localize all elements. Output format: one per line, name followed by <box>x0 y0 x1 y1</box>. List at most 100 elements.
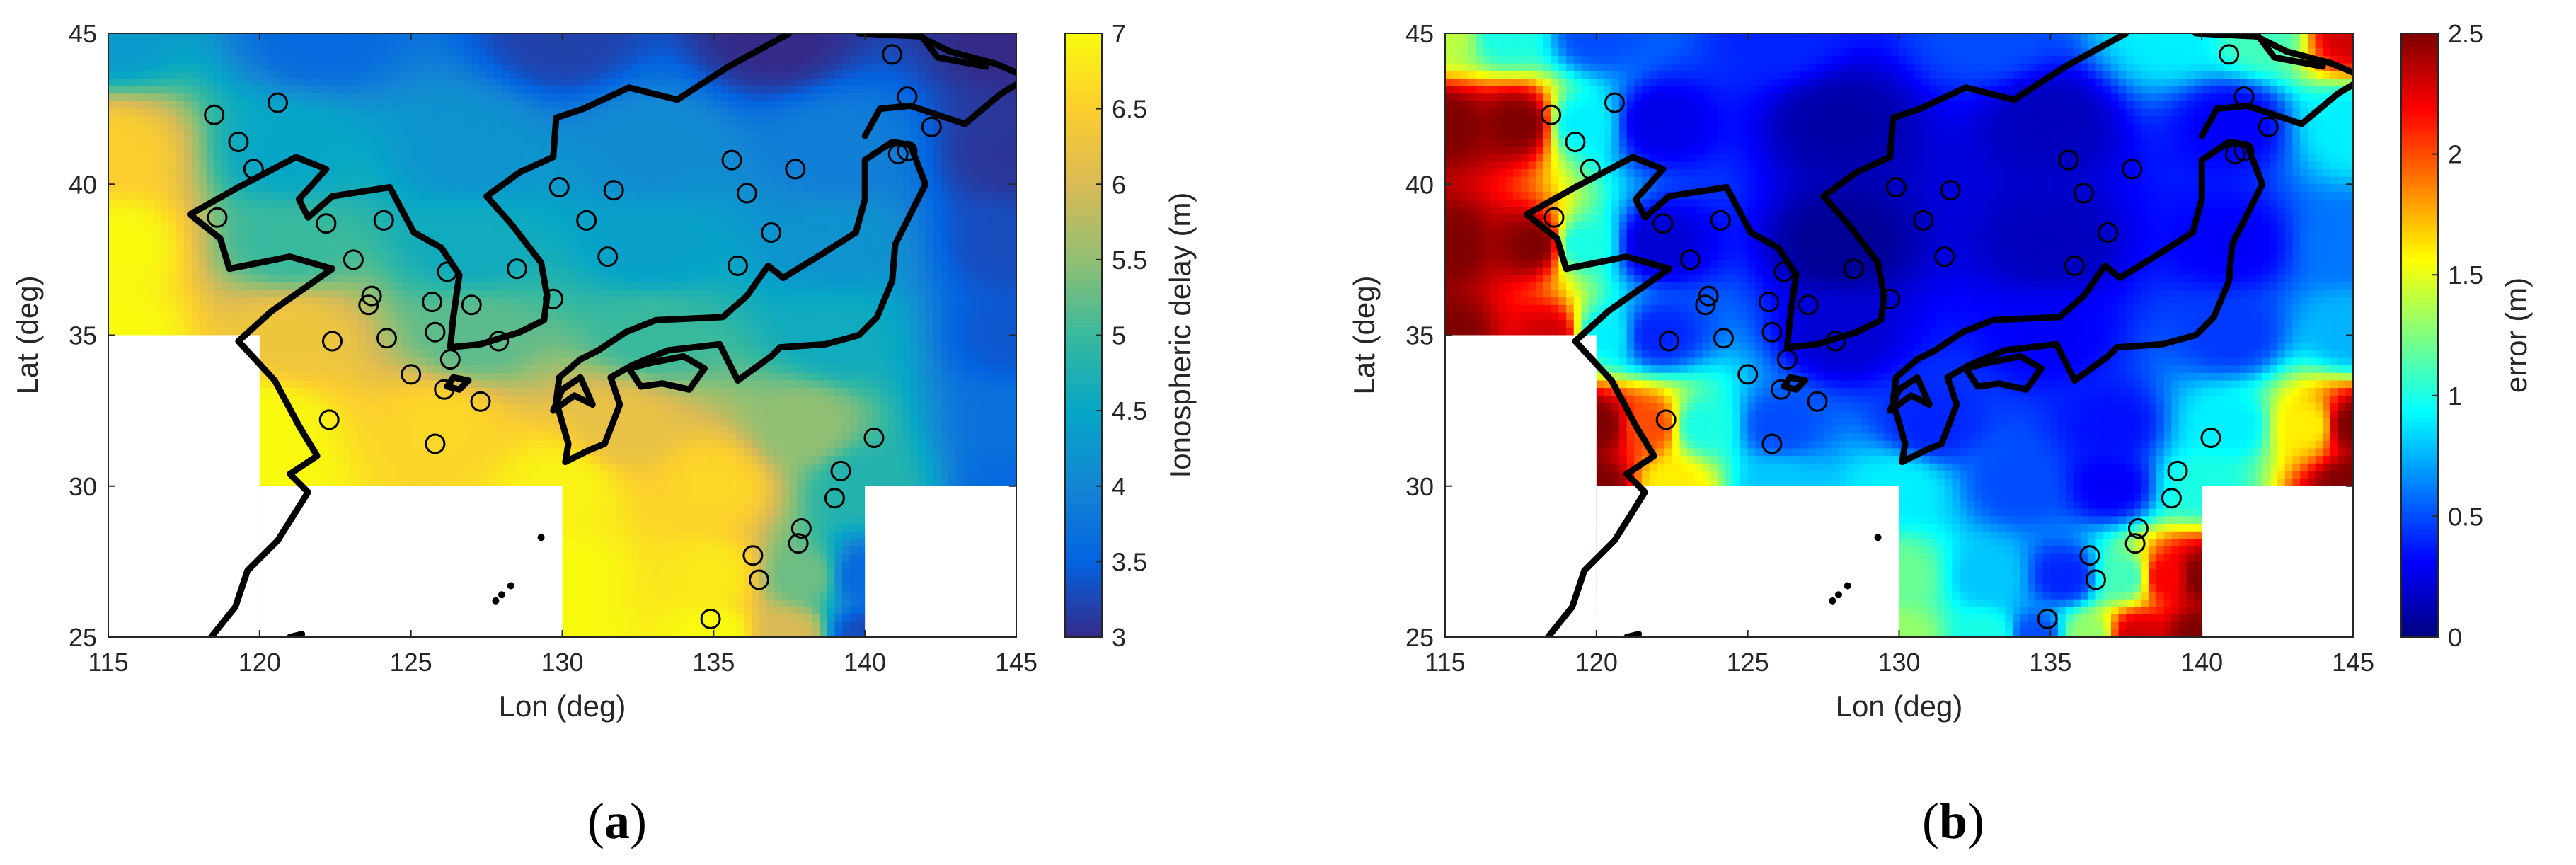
heatmap-cell <box>926 282 934 291</box>
heatmap-cell <box>842 275 851 283</box>
heatmap-cell <box>729 177 737 185</box>
heatmap-cell <box>660 154 669 163</box>
heatmap-cell <box>979 169 987 178</box>
heatmap-cell <box>131 124 139 132</box>
heatmap-cell <box>547 260 556 268</box>
heatmap-cell <box>471 268 480 276</box>
heatmap-cell <box>684 297 692 306</box>
heatmap-cell <box>252 184 260 193</box>
heatmap-cell <box>335 86 344 95</box>
heatmap-cell <box>955 275 964 283</box>
heatmap-cell <box>653 207 662 215</box>
heatmap-cell <box>139 200 147 208</box>
heatmap-cell <box>827 109 836 118</box>
heatmap-cell <box>207 282 215 291</box>
heatmap-cell <box>706 200 715 208</box>
heatmap-cell <box>789 252 798 260</box>
heatmap-cell <box>441 222 449 231</box>
heatmap-cell <box>979 86 987 95</box>
heatmap-cell <box>373 313 381 321</box>
heatmap-cell <box>434 229 442 238</box>
heatmap-cell <box>268 48 276 57</box>
heatmap-cell <box>827 184 836 193</box>
heatmap-cell <box>108 41 117 50</box>
heatmap-cell <box>903 169 912 178</box>
heatmap-cell <box>1001 245 1010 253</box>
heatmap-cell <box>426 260 435 268</box>
heatmap-cell <box>207 177 215 185</box>
heatmap-cell <box>736 169 744 178</box>
heatmap-cell <box>820 222 828 231</box>
heatmap-cell <box>691 109 699 118</box>
heatmap-cell <box>797 214 805 223</box>
heatmap-cell <box>774 177 783 185</box>
heatmap-cell <box>275 64 283 72</box>
heatmap-cell <box>706 139 715 147</box>
heatmap-cell <box>691 282 699 291</box>
heatmap-cell <box>933 282 941 291</box>
heatmap-cell <box>389 56 397 64</box>
heatmap-cell <box>631 275 639 283</box>
heatmap-cell <box>199 93 207 102</box>
heatmap-cell <box>820 161 828 170</box>
heatmap-cell <box>161 33 170 42</box>
heatmap-cell <box>456 147 465 155</box>
heatmap-cell <box>880 161 889 170</box>
heatmap-cell <box>268 177 276 185</box>
heatmap-cell <box>827 48 836 57</box>
heatmap-cell <box>373 320 381 328</box>
heatmap-cell <box>524 305 533 314</box>
heatmap-cell <box>176 48 185 57</box>
heatmap-cell <box>154 290 162 299</box>
heatmap-cell <box>524 33 533 42</box>
heatmap-cell <box>389 86 397 95</box>
heatmap-cell <box>645 79 654 87</box>
heatmap-cell <box>645 184 654 193</box>
heatmap-cell <box>684 109 692 118</box>
heatmap-cell <box>335 132 344 140</box>
heatmap-cell <box>752 328 760 336</box>
heatmap-cell <box>161 48 170 57</box>
heatmap-cell <box>873 71 881 79</box>
heatmap-cell <box>524 192 533 200</box>
heatmap-cell <box>955 237 964 246</box>
heatmap-cell <box>910 282 919 291</box>
heatmap-cell <box>615 79 623 87</box>
heatmap-cell <box>592 71 601 79</box>
heatmap-cell <box>366 86 374 95</box>
heatmap-cell <box>244 109 253 118</box>
heatmap-cell <box>268 147 276 155</box>
heatmap-cell <box>199 161 207 170</box>
heatmap-cell <box>510 343 518 351</box>
heatmap-cell <box>207 33 215 42</box>
heatmap-cell <box>563 320 571 328</box>
heatmap-cell <box>260 297 268 306</box>
heatmap-cell <box>615 222 623 231</box>
heatmap-cell <box>222 275 230 283</box>
heatmap-cell <box>880 229 889 238</box>
heatmap-cell <box>139 79 147 87</box>
heatmap-cell <box>154 313 162 321</box>
heatmap-cell <box>623 275 631 283</box>
heatmap-cell <box>131 71 139 79</box>
heatmap-cell <box>676 116 684 125</box>
heatmap-cell <box>615 169 623 178</box>
heatmap-cell <box>403 48 412 57</box>
heatmap-cell <box>184 132 192 140</box>
heatmap-cell <box>585 192 594 200</box>
heatmap-cell <box>328 147 336 155</box>
heatmap-cell <box>638 64 646 72</box>
heatmap-cell <box>812 207 820 215</box>
heatmap-cell <box>207 184 215 193</box>
heatmap-cell <box>766 161 775 170</box>
heatmap-cell <box>403 282 412 291</box>
heatmap-cell <box>108 86 117 95</box>
heatmap-cell <box>880 275 889 283</box>
heatmap-cell <box>933 177 941 185</box>
heatmap-cell <box>638 245 646 253</box>
heatmap-cell <box>199 297 207 306</box>
heatmap-cell <box>229 305 238 314</box>
heatmap-cell <box>592 305 601 314</box>
heatmap-cell <box>510 154 518 163</box>
heatmap-cell <box>789 297 798 306</box>
